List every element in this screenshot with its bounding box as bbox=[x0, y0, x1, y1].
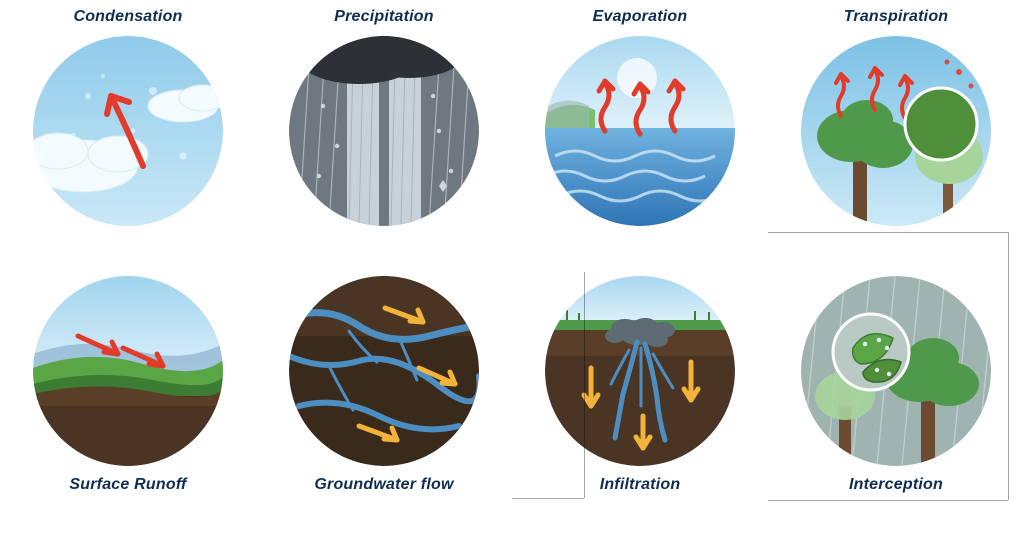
connector-line bbox=[1008, 232, 1009, 500]
circle-precipitation bbox=[289, 36, 479, 226]
cell-infiltration: Infiltration bbox=[512, 270, 768, 540]
cell-groundwater: Groundwater flow bbox=[256, 270, 512, 540]
label-condensation: Condensation bbox=[73, 8, 182, 26]
water-cycle-grid: Condensation bbox=[0, 0, 1024, 540]
cell-precipitation: Precipitation bbox=[256, 0, 512, 270]
circle-infiltration bbox=[545, 276, 735, 466]
connector-line bbox=[584, 272, 585, 498]
connector-line bbox=[768, 500, 1008, 501]
magnifier-icon bbox=[833, 314, 909, 390]
circle-groundwater bbox=[289, 276, 479, 466]
circle-evaporation bbox=[545, 36, 735, 226]
connector-line bbox=[768, 232, 1008, 233]
circle-condensation bbox=[33, 36, 223, 226]
label-interception: Interception bbox=[849, 476, 943, 494]
label-transpiration: Transpiration bbox=[844, 8, 949, 26]
label-precipitation: Precipitation bbox=[334, 8, 434, 26]
label-surface-runoff: Surface Runoff bbox=[69, 476, 186, 494]
circle-surface-runoff bbox=[33, 276, 223, 466]
label-groundwater: Groundwater flow bbox=[314, 476, 453, 494]
connector-line bbox=[512, 498, 584, 499]
cell-evaporation: Evaporation bbox=[512, 0, 768, 270]
circle-transpiration bbox=[801, 36, 991, 226]
cell-surface-runoff: Surface Runoff bbox=[0, 270, 256, 540]
cell-transpiration: Transpiration bbox=[768, 0, 1024, 270]
label-evaporation: Evaporation bbox=[593, 8, 688, 26]
circle-interception bbox=[801, 276, 991, 466]
cell-condensation: Condensation bbox=[0, 0, 256, 270]
magnifier-icon bbox=[905, 88, 977, 160]
label-infiltration: Infiltration bbox=[600, 476, 681, 494]
